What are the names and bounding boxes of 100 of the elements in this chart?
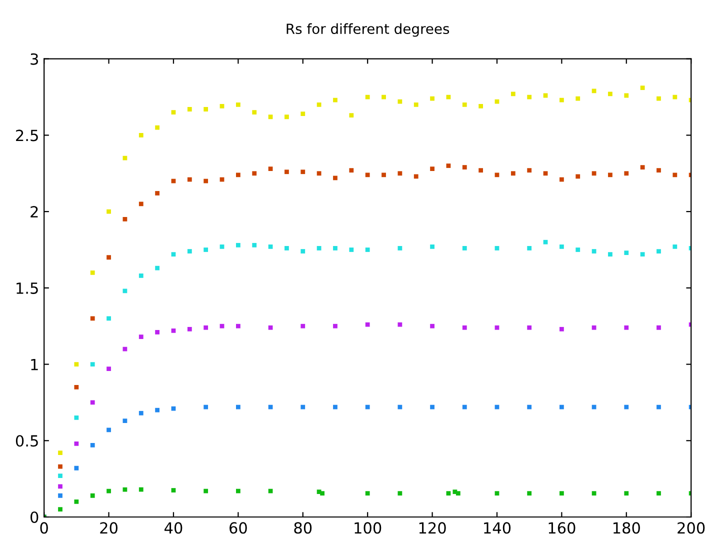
- point: [187, 326, 192, 332]
- point: [74, 384, 79, 390]
- point: [138, 487, 144, 492]
- point: [398, 99, 402, 104]
- point: [624, 491, 629, 496]
- point: [236, 242, 240, 248]
- point: [430, 244, 434, 249]
- point: [624, 325, 629, 330]
- point: [284, 114, 289, 120]
- point: [58, 450, 62, 456]
- point: [672, 172, 678, 178]
- point: [106, 488, 111, 494]
- point: [252, 110, 257, 114]
- point: [656, 249, 661, 254]
- point: [138, 410, 144, 416]
- point: [74, 500, 79, 504]
- point: [122, 156, 128, 160]
- y-tick-label: 1.5: [16, 282, 38, 294]
- point: [90, 443, 95, 448]
- y-tick-label: 1: [31, 358, 38, 370]
- point: [171, 488, 176, 492]
- point: [187, 249, 192, 254]
- chart-title: Rs for different degrees: [286, 23, 450, 37]
- point: [672, 94, 678, 100]
- point: [510, 171, 516, 176]
- point: [559, 177, 564, 182]
- point: [106, 428, 111, 432]
- point: [543, 171, 548, 176]
- point: [365, 172, 370, 178]
- point: [365, 94, 370, 100]
- point: [74, 466, 79, 470]
- point: [494, 172, 500, 178]
- point: [138, 133, 144, 138]
- point: [204, 107, 208, 112]
- point: [656, 404, 661, 410]
- point: [204, 404, 208, 410]
- point: [90, 362, 95, 366]
- point: [398, 491, 402, 496]
- y-tick-label: 0.5: [16, 435, 38, 447]
- point: [284, 246, 289, 250]
- point: [138, 334, 144, 339]
- point: [236, 404, 240, 410]
- point: [268, 114, 273, 120]
- point: [365, 248, 370, 252]
- point: [494, 491, 500, 496]
- point: [624, 171, 629, 176]
- point: [122, 217, 128, 222]
- point: [624, 404, 629, 410]
- x-tick-label: 0: [40, 522, 48, 534]
- point: [527, 246, 532, 250]
- point: [220, 104, 224, 108]
- point: [106, 316, 111, 321]
- point: [608, 172, 612, 178]
- point: [187, 177, 192, 182]
- point: [624, 250, 629, 255]
- point: [559, 244, 564, 249]
- point: [171, 110, 176, 114]
- point: [106, 255, 111, 260]
- point: [236, 324, 240, 328]
- point: [171, 328, 176, 333]
- point: [592, 325, 596, 330]
- point: [155, 125, 160, 130]
- point: [171, 406, 176, 411]
- point: [527, 404, 532, 410]
- point: [462, 325, 467, 330]
- x-tick-label: 60: [230, 522, 247, 534]
- point: [155, 408, 160, 412]
- x-tick-label: 200: [678, 522, 705, 534]
- point: [300, 404, 306, 410]
- point: [430, 324, 434, 328]
- point: [414, 174, 418, 179]
- x-tick-label: 180: [613, 522, 640, 534]
- point: [220, 244, 224, 249]
- point: [462, 102, 467, 107]
- point: [462, 404, 467, 410]
- point: [559, 98, 564, 102]
- point: [382, 172, 386, 178]
- point: [106, 366, 111, 372]
- point: [300, 170, 306, 174]
- point: [90, 316, 95, 321]
- point: [333, 404, 338, 410]
- point: [559, 491, 564, 496]
- point: [510, 92, 516, 96]
- point: [268, 166, 273, 171]
- point: [430, 166, 434, 171]
- point: [576, 248, 580, 252]
- point: [90, 400, 95, 405]
- point: [90, 493, 95, 498]
- point: [58, 474, 62, 478]
- point: [171, 252, 176, 257]
- point: [300, 324, 306, 328]
- point: [204, 325, 208, 330]
- point: [155, 330, 160, 334]
- point: [252, 171, 257, 176]
- point: [430, 404, 434, 410]
- x-tick-label: 160: [548, 522, 576, 534]
- point: [74, 416, 79, 420]
- point: [656, 168, 661, 173]
- point: [333, 176, 338, 180]
- point: [155, 266, 160, 270]
